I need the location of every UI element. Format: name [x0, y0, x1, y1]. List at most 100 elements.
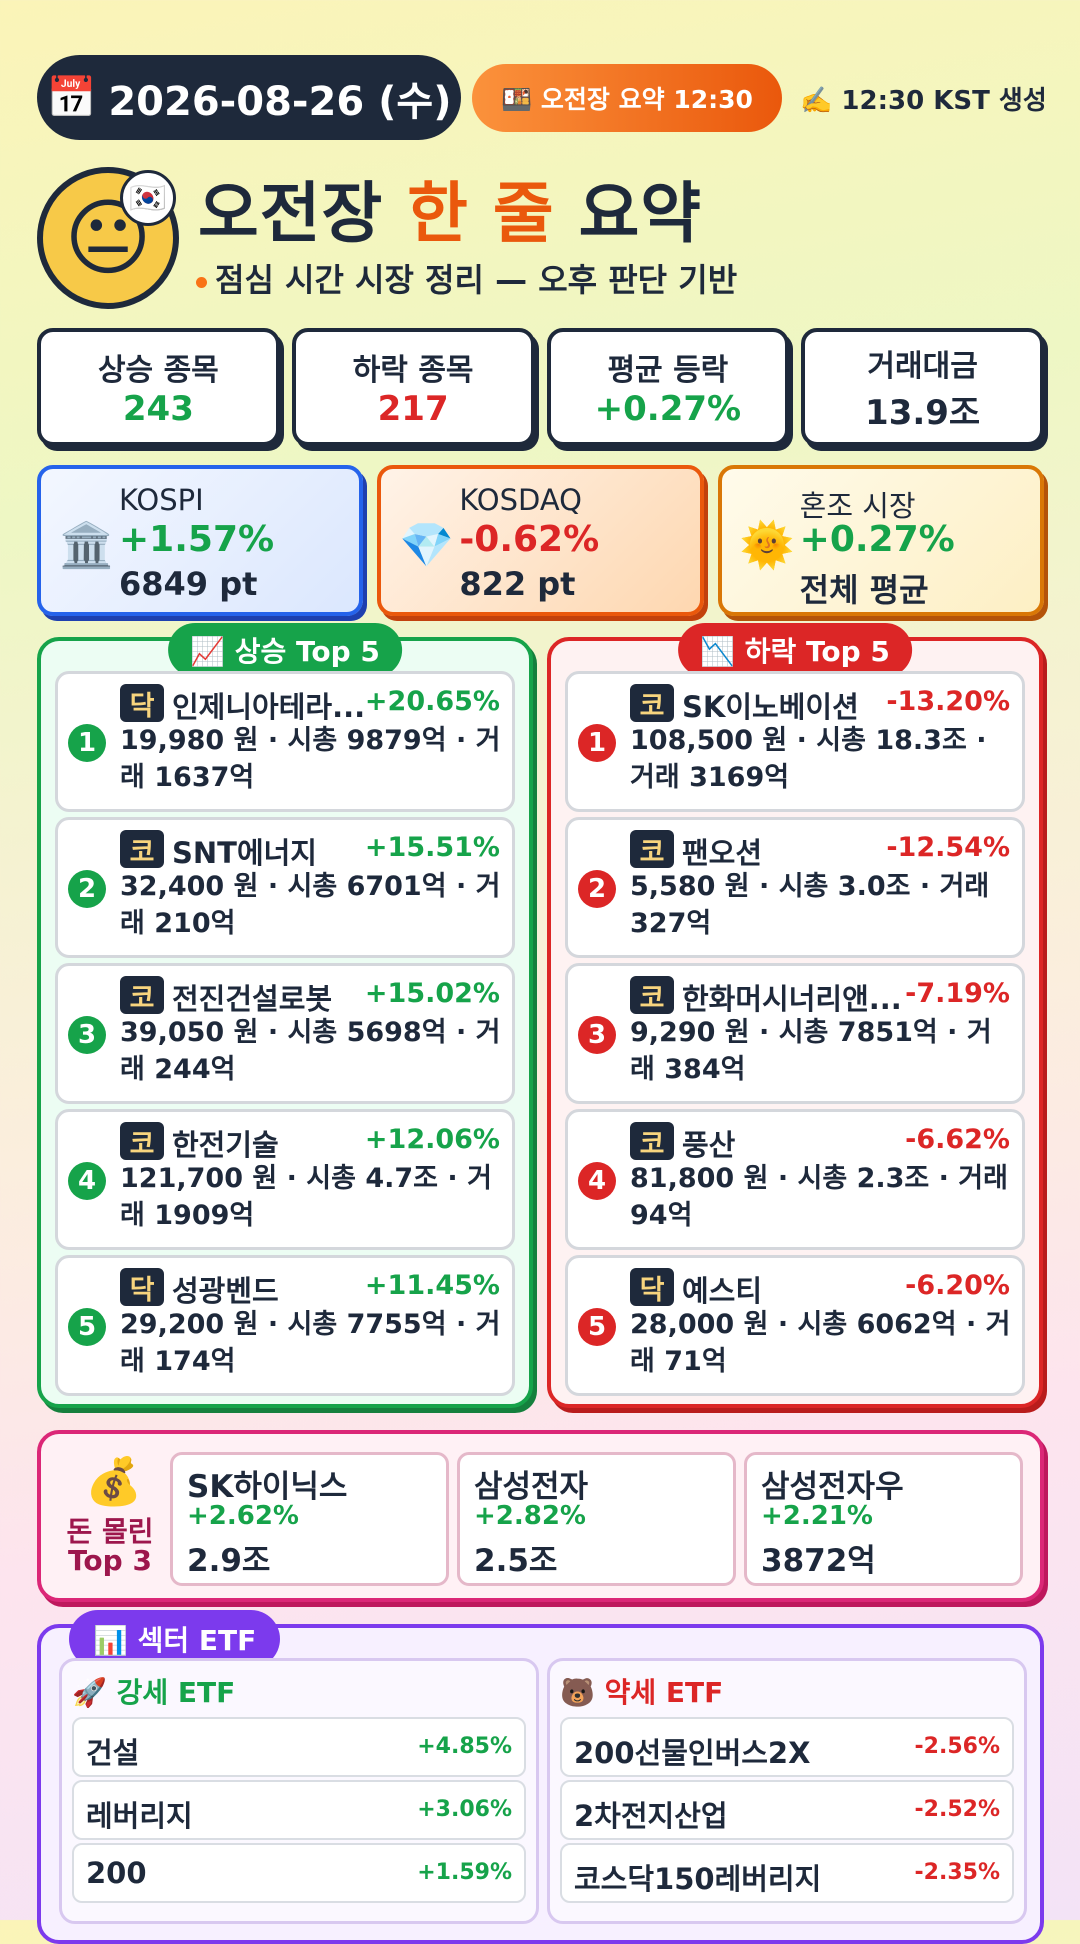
stock-change: -13.20% — [886, 686, 1010, 717]
stock-card: 2 코 팬오션 -12.54% 5,580 원 · 시총 3.0조 · 거래 327억 — [565, 817, 1025, 958]
index-change: +0.27% — [799, 519, 955, 560]
stock-card: 4 코 풍산 -6.62% 81,800 원 · 시총 2.3조 · 거래 94억 — [565, 1109, 1025, 1250]
etf-name: 코스닥150레버리지 — [574, 1862, 822, 1896]
market-tag: 닥 — [630, 1268, 674, 1306]
etf-row: 2차전지산업 -2.52% — [560, 1780, 1014, 1840]
stat-value: 217 — [377, 389, 449, 429]
date-icon: 📅 — [46, 75, 97, 121]
stock-change: -6.20% — [905, 1270, 1010, 1301]
stock-name: 풍산 — [682, 1128, 736, 1162]
stat-card: 평균 등락 +0.27% — [546, 328, 790, 446]
date: 2026-08-26 (수) — [108, 78, 452, 125]
market-tag: 코 — [120, 976, 164, 1014]
market-tag: 코 — [630, 976, 674, 1014]
money-amount: 3872억 — [761, 1543, 876, 1579]
stock-change: -7.19% — [905, 978, 1010, 1009]
etf-row: 건설 +4.85% — [72, 1717, 526, 1777]
index-name: KOSDAQ — [459, 483, 582, 517]
etf-row: 코스닥150레버리지 -2.35% — [560, 1843, 1014, 1903]
market-tag: 닥 — [120, 1268, 164, 1306]
money-title: Top 3 — [68, 1544, 152, 1577]
gainers-panel: 📈 상승 Top 5 1 닥 인제니아테라... +20.65% 19,980 원 · 시… — [37, 623, 533, 1408]
stock-detail: 5,580 원 · 시총 3.0조 · 거래 327억 — [630, 871, 990, 939]
rank: 4 — [68, 1162, 106, 1200]
market-tag: 닥 — [120, 684, 164, 722]
rank: 1 — [578, 724, 616, 762]
etf-row: 200선물인버스2X -2.56% — [560, 1717, 1014, 1777]
index-level: 6849 pt — [119, 565, 258, 603]
stock-detail: 9,290 원 · 시총 7851억 · 거래 384억 — [630, 1017, 992, 1085]
stock-card: 1 닥 인제니아테라... +20.65% 19,980 원 · 시총 9879억 · … — [55, 671, 515, 812]
money-icon: 💰 — [85, 1454, 143, 1508]
stock-name: 전진건설로봇 — [172, 982, 333, 1016]
stat-value: 13.9조 — [865, 392, 981, 433]
stat-card: 하락 종목 217 — [291, 328, 535, 446]
market-tag: 코 — [630, 684, 674, 722]
panel-title: 📉 하락 Top 5 — [678, 623, 912, 677]
rank: 3 — [578, 1016, 616, 1054]
stock-change: +11.45% — [364, 1270, 500, 1301]
losers-panel: 📉 하락 Top 5 1 코 SK이노베이션 -13.20% 108,500 원 · 시총… — [547, 623, 1043, 1408]
index-change: -0.62% — [459, 519, 600, 560]
date-pill: 📅 2026-08-26 (수) — [37, 55, 461, 140]
rank: 5 — [578, 1308, 616, 1346]
stock-detail: 121,700 원 · 시총 4.7조 · 거래 1909억 — [120, 1163, 492, 1231]
rank: 5 — [68, 1308, 106, 1346]
money-change: +2.21% — [761, 1501, 873, 1531]
index-change: +1.57% — [119, 519, 275, 560]
etf-sub-panel: 🐻 약세 ETF 200선물인버스2X -2.56% 2차전지산업 -2.52% 코스닥1… — [547, 1658, 1027, 1924]
stock-name: 팬오션 — [682, 836, 763, 870]
index-row: 🏛️ KOSPI +1.57% 6849 pt 💎 KOSDAQ -0.62% 822 pt 🌞… — [37, 465, 1044, 616]
money-panel: 💰 돈 몰린 Top 3 SK하이닉스 +2.62% 2.9조 삼성전자 +2.82% 2.5조… — [37, 1430, 1044, 1602]
stat-label: 평균 등락 — [607, 353, 729, 388]
money-name: SK하이닉스 — [187, 1469, 348, 1505]
stock-detail: 19,980 원 · 시총 9879억 · 거래 1637억 — [120, 725, 501, 793]
etf-sub-title: 🐻 약세 ETF — [560, 1676, 724, 1709]
stock-detail: 108,500 원 · 시총 18.3조 · 거래 3169억 — [630, 725, 987, 793]
money-name: 삼성전자우 — [761, 1469, 904, 1505]
generated-time: ✍️ 12:30 KST 생성 — [800, 86, 1047, 116]
panel-title: 📈 상승 Top 5 — [168, 623, 402, 677]
etf-change: -2.35% — [914, 1860, 1000, 1885]
stat-value: +0.27% — [594, 389, 742, 429]
etf-sub-panel: 🚀 강세 ETF 건설 +4.85% 레버리지 +3.06% 200 +1.59% — [59, 1658, 539, 1924]
etf-change: +1.59% — [417, 1860, 512, 1885]
stock-change: -12.54% — [886, 832, 1010, 863]
rank: 3 — [68, 1016, 106, 1054]
stock-name: SNT에너지 — [172, 836, 317, 870]
etf-sub-title: 🚀 강세 ETF — [72, 1676, 236, 1709]
etf-name: 건설 — [86, 1736, 140, 1770]
stock-card: 3 코 한화머시너리앤... -7.19% 9,290 원 · 시총 7851억 · 거… — [565, 963, 1025, 1104]
etf-row: 200 +1.59% — [72, 1843, 526, 1903]
etf-name: 200 — [86, 1856, 147, 1890]
stat-value: 243 — [122, 389, 194, 429]
etf-change: -2.52% — [914, 1797, 1000, 1822]
stat-label: 상승 종목 — [97, 353, 219, 388]
index-name: 혼조 시장 — [799, 489, 916, 523]
stock-card: 4 코 한전기술 +12.06% 121,700 원 · 시총 4.7조 · 거래 19… — [55, 1109, 515, 1250]
title-part: 오전장 — [198, 175, 384, 252]
index-card: 🏛️ KOSPI +1.57% 6849 pt — [37, 465, 364, 616]
stats-row: 상승 종목 243 하락 종목 217 평균 등락 +0.27% 거래대금 13.9조 — [37, 328, 1044, 446]
stat-label: 하락 종목 — [352, 353, 474, 388]
market-tag: 코 — [630, 1122, 674, 1160]
etf-row: 레버리지 +3.06% — [72, 1780, 526, 1840]
market-tag: 코 — [120, 830, 164, 868]
session-badge: 🍱 오전장 요약 12:30 — [472, 64, 782, 132]
stock-card: 5 닥 성광벤드 +11.45% 29,200 원 · 시총 7755억 · 거래 17… — [55, 1255, 515, 1396]
stat-label: 거래대금 — [867, 348, 978, 384]
market-tag: 코 — [630, 830, 674, 868]
stock-card: 5 닥 예스티 -6.20% 28,000 원 · 시총 6062억 · 거래 71억 — [565, 1255, 1025, 1396]
rank: 4 — [578, 1162, 616, 1200]
stock-name: 성광벤드 — [172, 1274, 279, 1308]
index-level: 822 pt — [459, 565, 576, 603]
stock-detail: 28,000 원 · 시총 6062억 · 거래 71억 — [630, 1309, 1011, 1377]
etf-change: +3.06% — [417, 1797, 512, 1822]
market-tag: 코 — [120, 1122, 164, 1160]
index-card: 💎 KOSDAQ -0.62% 822 pt — [377, 465, 704, 616]
stock-card: 3 코 전진건설로봇 +15.02% 39,050 원 · 시총 5698억 · 거래 … — [55, 963, 515, 1104]
stock-change: +12.06% — [364, 1124, 500, 1155]
stock-detail: 81,800 원 · 시총 2.3조 · 거래 94억 — [630, 1163, 1008, 1231]
